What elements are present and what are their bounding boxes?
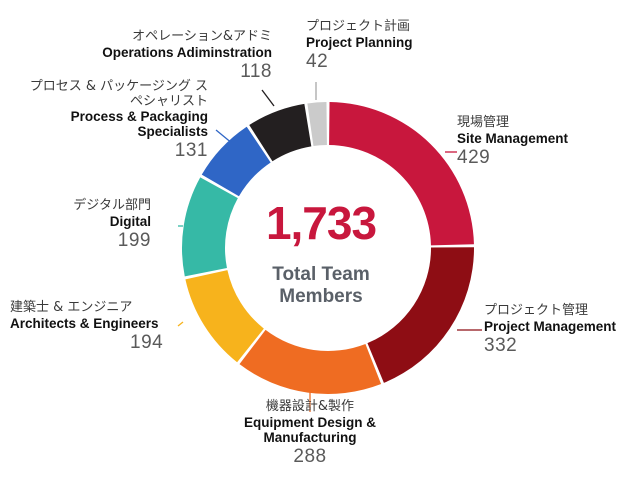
label-value: 199 — [117, 229, 151, 251]
label-value: 194 — [130, 331, 164, 353]
label-equipment-design: 機器設計&製作 Equipment Design & Manufacturing… — [210, 399, 410, 467]
label-jp: オペレーション&アドミ — [132, 29, 272, 44]
label-architects-engineers: 建築士 & エンジニア Architects & Engineers 194 — [10, 300, 164, 353]
label-value: 42 — [306, 50, 329, 72]
label-process-packaging: プロセス & パッケージング スペシャリスト Process & Packagi… — [18, 79, 208, 162]
label-jp: 機器設計&製作 — [265, 399, 355, 414]
donut-slice-process-packaging-specialists — [201, 126, 271, 197]
label-en: Equipment Design & Manufacturing — [243, 414, 376, 445]
label-value: 332 — [484, 334, 518, 356]
donut-slice-project-planning — [307, 102, 327, 147]
label-value: 288 — [293, 445, 327, 467]
leader-line — [261, 89, 275, 107]
label-en: Operations Adiminstration — [102, 44, 272, 60]
total-value: 1,733 — [265, 197, 377, 249]
label-jp: 建築士 & エンジニア — [10, 300, 133, 315]
label-en: Process & Packaging Specialists — [70, 109, 208, 140]
label-jp: 現場管理 — [457, 115, 510, 130]
leader-line — [215, 129, 234, 145]
label-en: Site Management — [457, 130, 569, 146]
label-en: Project Planning — [306, 34, 413, 50]
donut-slice-operations-adiminstration — [249, 103, 312, 162]
label-jp: プロジェクト計画 — [306, 19, 411, 34]
total-caption: Total Team Members — [272, 264, 370, 307]
donut-slice-project-management — [367, 247, 474, 383]
label-en: Project Management — [484, 318, 617, 334]
label-value: 429 — [457, 146, 491, 168]
donut-slice-digital — [182, 177, 238, 277]
donut-slice-architects-engineers — [185, 270, 264, 363]
label-jp: プロジェクト管理 — [484, 303, 589, 318]
label-value: 118 — [240, 60, 272, 82]
label-operations-administration: オペレーション&アドミ Operations Adiminstration 11… — [102, 29, 272, 82]
label-project-management: プロジェクト管理 Project Management 332 — [484, 303, 617, 356]
label-digital: デジタル部門 Digital 199 — [73, 198, 151, 251]
label-jp: プロセス & パッケージング スペシャリスト — [29, 79, 208, 109]
leader-line — [177, 321, 184, 327]
label-value: 131 — [174, 140, 208, 162]
label-en: Digital — [109, 213, 151, 229]
label-site-management: 現場管理 Site Management 429 — [457, 115, 569, 168]
label-en: Architects & Engineers — [10, 315, 159, 331]
donut-slice-site-management — [329, 102, 474, 246]
label-jp: デジタル部門 — [73, 198, 151, 213]
donut-slice-equipment-design-manufacturing — [239, 329, 382, 394]
label-project-planning: プロジェクト計画 Project Planning 42 — [306, 19, 413, 72]
